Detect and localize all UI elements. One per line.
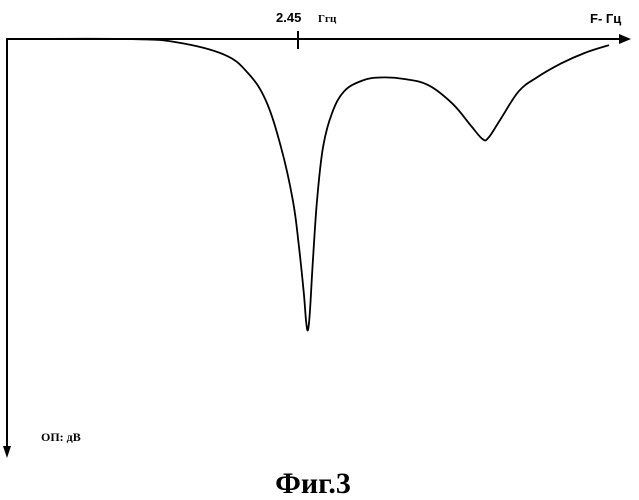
- x-marker-value: 2.45: [276, 10, 301, 25]
- figure-caption: Фиг.3: [275, 467, 351, 500]
- y-axis-arrowhead: [3, 446, 11, 458]
- x-axis-label: F- Гц: [590, 11, 621, 26]
- x-marker-unit: Ггц: [318, 13, 337, 25]
- y-axis-label: ОП: дВ: [41, 430, 81, 444]
- x-axis-arrowhead: [619, 34, 631, 44]
- response-curve: [7, 39, 609, 331]
